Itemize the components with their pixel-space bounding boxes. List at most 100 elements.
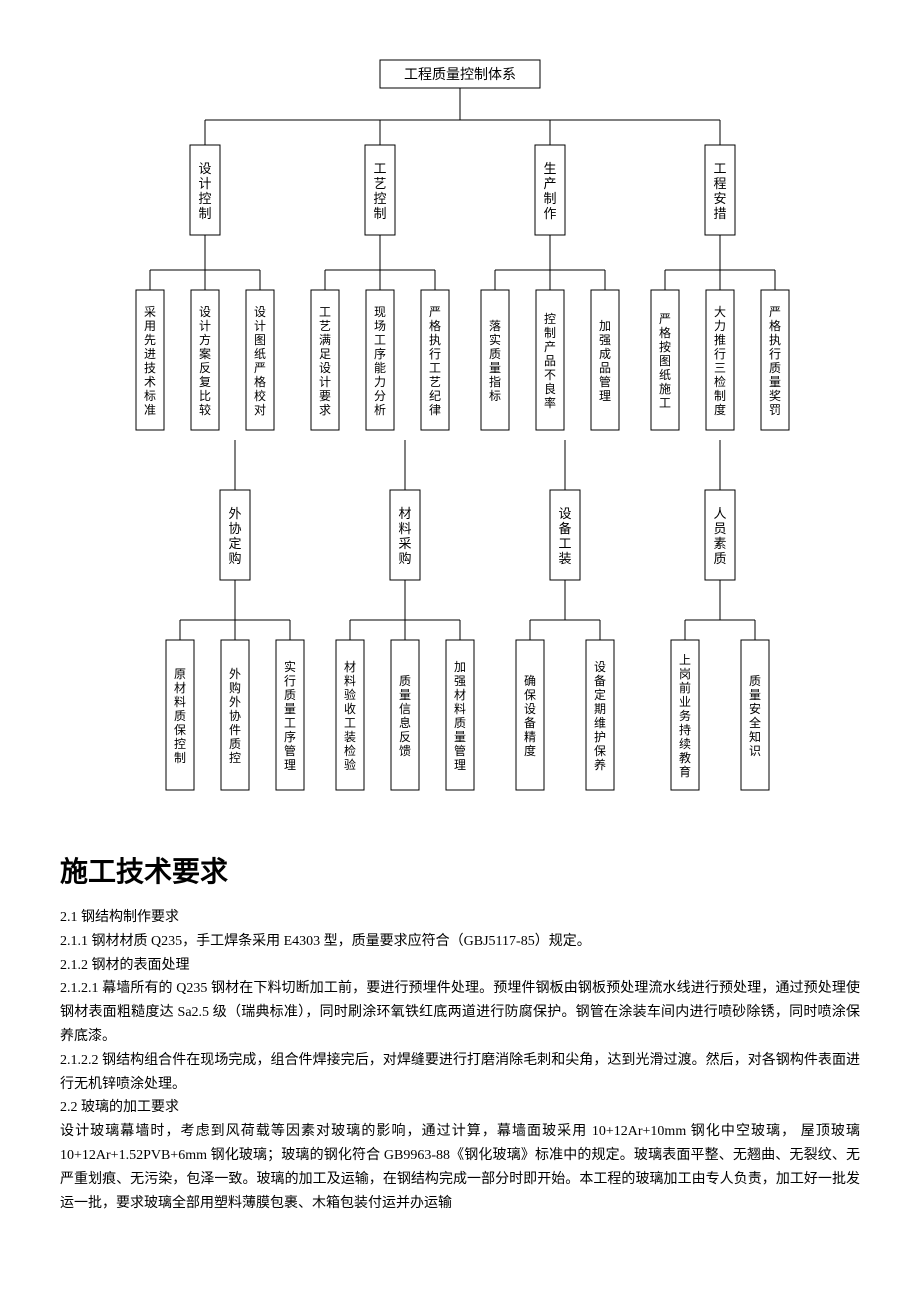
svg-text:质: 质 <box>174 709 186 723</box>
svg-text:严: 严 <box>254 361 266 375</box>
svg-text:产: 产 <box>543 176 556 191</box>
svg-text:期: 期 <box>594 702 606 716</box>
svg-text:验: 验 <box>344 757 356 772</box>
svg-text:措: 措 <box>713 206 726 221</box>
svg-text:工程质量控制体系: 工程质量控制体系 <box>404 67 516 83</box>
svg-text:件: 件 <box>229 723 241 737</box>
svg-text:协: 协 <box>228 521 241 536</box>
svg-text:设: 设 <box>198 161 211 176</box>
svg-text:料: 料 <box>454 702 466 716</box>
svg-text:控: 控 <box>229 751 241 765</box>
svg-text:质: 质 <box>769 361 781 375</box>
svg-text:验: 验 <box>344 687 356 702</box>
svg-text:度: 度 <box>524 743 536 758</box>
svg-text:保: 保 <box>174 723 186 737</box>
svg-text:析: 析 <box>374 403 386 417</box>
svg-text:务: 务 <box>679 708 691 723</box>
svg-text:纸: 纸 <box>659 368 671 382</box>
svg-text:行: 行 <box>714 347 726 361</box>
svg-text:技: 技 <box>144 361 156 375</box>
svg-text:量: 量 <box>749 688 761 702</box>
svg-text:采: 采 <box>144 305 156 319</box>
svg-text:馈: 馈 <box>399 744 411 758</box>
svg-text:案: 案 <box>199 346 211 361</box>
svg-text:加: 加 <box>454 660 466 674</box>
svg-text:装: 装 <box>344 730 356 744</box>
svg-text:精: 精 <box>524 730 536 744</box>
svg-text:控: 控 <box>198 191 211 206</box>
svg-text:育: 育 <box>679 764 691 779</box>
svg-text:护: 护 <box>594 730 606 744</box>
svg-text:识: 识 <box>749 744 761 758</box>
svg-text:用: 用 <box>144 319 156 333</box>
svg-text:工: 工 <box>713 161 726 176</box>
svg-text:工: 工 <box>374 333 386 347</box>
svg-text:续: 续 <box>679 737 691 751</box>
svg-text:校: 校 <box>254 388 266 403</box>
svg-text:制: 制 <box>543 191 556 206</box>
svg-text:严: 严 <box>659 312 671 326</box>
svg-text:格: 格 <box>429 318 441 333</box>
svg-text:率: 率 <box>544 395 556 410</box>
svg-text:满: 满 <box>319 333 331 347</box>
svg-text:质: 质 <box>284 688 296 702</box>
svg-text:质: 质 <box>489 347 501 361</box>
svg-text:序: 序 <box>284 729 296 744</box>
svg-text:协: 协 <box>229 708 241 723</box>
svg-text:设: 设 <box>199 305 211 319</box>
svg-text:素: 素 <box>713 536 726 551</box>
svg-text:保: 保 <box>524 688 536 702</box>
svg-text:艺: 艺 <box>373 176 386 191</box>
svg-text:严: 严 <box>429 305 441 319</box>
svg-text:工: 工 <box>659 396 671 410</box>
svg-text:工: 工 <box>373 161 386 176</box>
svg-text:能: 能 <box>374 361 386 375</box>
svg-text:准: 准 <box>144 403 156 417</box>
diagram-svg: 工程质量控制体系设计控制工艺控制生产制作工程安措采用先进技术标准设计方案反复比较… <box>60 40 860 820</box>
svg-text:上: 上 <box>679 653 691 667</box>
svg-text:罚: 罚 <box>769 403 781 417</box>
svg-text:计: 计 <box>319 375 331 389</box>
svg-text:工: 工 <box>558 536 571 551</box>
svg-text:采: 采 <box>398 536 411 551</box>
svg-text:行: 行 <box>769 347 781 361</box>
svg-text:质: 质 <box>454 716 466 730</box>
svg-text:标: 标 <box>144 389 156 403</box>
svg-text:格: 格 <box>769 318 781 333</box>
svg-text:品: 品 <box>544 354 556 368</box>
svg-text:良: 良 <box>544 381 556 396</box>
svg-text:维: 维 <box>594 716 606 730</box>
org-chart-diagram: 工程质量控制体系设计控制工艺控制生产制作工程安措采用先进技术标准设计方案反复比较… <box>60 40 860 820</box>
svg-text:备: 备 <box>558 521 571 536</box>
svg-text:工: 工 <box>344 716 356 730</box>
svg-text:纪: 纪 <box>429 389 441 403</box>
svg-text:大: 大 <box>714 305 726 319</box>
svg-text:养: 养 <box>594 757 606 772</box>
svg-text:格: 格 <box>659 325 671 340</box>
svg-text:实: 实 <box>489 332 501 347</box>
svg-text:管: 管 <box>284 743 296 758</box>
svg-text:强: 强 <box>454 674 466 688</box>
svg-text:购: 购 <box>398 551 411 566</box>
svg-text:外: 外 <box>228 506 241 521</box>
svg-text:质: 质 <box>713 551 726 566</box>
svg-text:进: 进 <box>144 347 156 361</box>
svg-text:检: 检 <box>344 743 356 758</box>
svg-text:强: 强 <box>599 333 611 347</box>
body-paragraph: 2.1.1 钢材材质 Q235，手工焊条采用 E4303 型，质量要求应符合（G… <box>60 930 860 954</box>
svg-text:不: 不 <box>544 368 556 382</box>
svg-text:控: 控 <box>373 191 386 206</box>
svg-text:管: 管 <box>599 374 611 389</box>
svg-text:保: 保 <box>594 744 606 758</box>
svg-text:纸: 纸 <box>254 347 266 361</box>
svg-text:品: 品 <box>599 361 611 375</box>
svg-text:备: 备 <box>524 716 536 730</box>
svg-text:图: 图 <box>254 333 266 347</box>
svg-text:制: 制 <box>373 206 386 221</box>
svg-text:工: 工 <box>319 305 331 319</box>
svg-text:购: 购 <box>228 551 241 566</box>
svg-text:安: 安 <box>713 191 726 206</box>
svg-text:制: 制 <box>714 389 726 403</box>
svg-text:教: 教 <box>679 750 691 765</box>
svg-text:安: 安 <box>749 701 761 716</box>
